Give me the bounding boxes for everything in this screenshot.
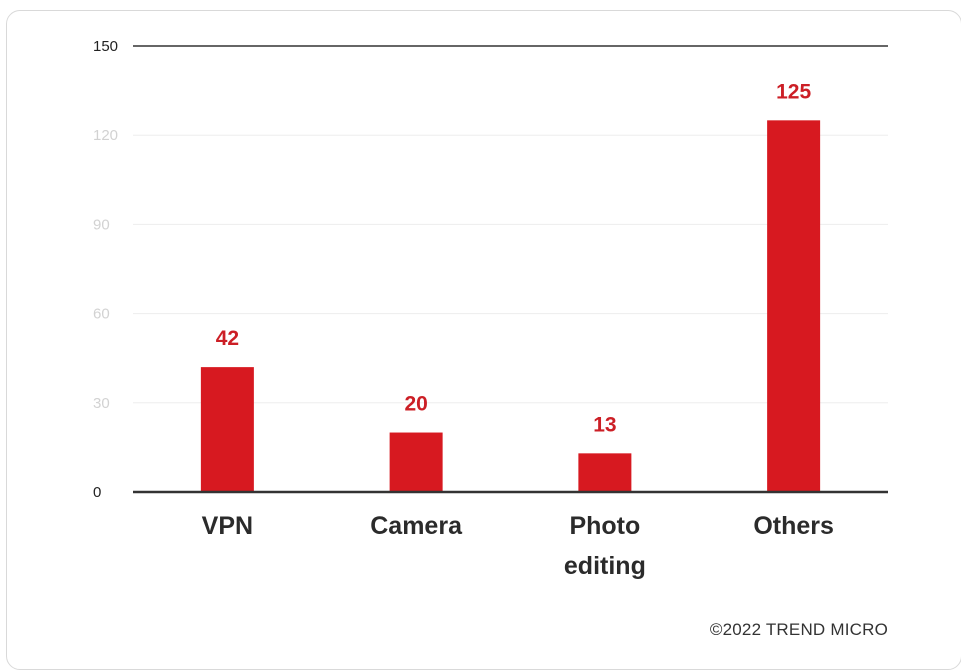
y-tick-label: 30 <box>93 395 110 412</box>
y-tick-label: 120 <box>93 127 118 144</box>
data-label: 125 <box>776 80 811 103</box>
x-category-label: Camera <box>370 512 463 540</box>
data-label: 42 <box>216 327 239 350</box>
copyright-credit: ©2022 TREND MICRO <box>709 620 888 639</box>
bar <box>200 367 254 492</box>
bar <box>389 432 443 492</box>
y-tick-label: 0 <box>93 484 101 501</box>
bar <box>767 120 821 492</box>
bar <box>578 453 632 492</box>
y-tick-label: 60 <box>93 306 110 323</box>
data-label: 20 <box>404 393 427 416</box>
x-category-label: editing <box>564 552 646 580</box>
y-tick-label: 150 <box>93 38 118 55</box>
x-category-label: Others <box>753 512 834 540</box>
y-tick-label: 90 <box>93 216 110 233</box>
bar-chart: 0 30 60 90 120 150 42 VPN 20 Camera 13 Photo editing… <box>93 38 888 580</box>
data-label: 13 <box>593 413 616 436</box>
x-category-label: Photo <box>569 512 640 540</box>
x-category-label: VPN <box>202 512 253 540</box>
